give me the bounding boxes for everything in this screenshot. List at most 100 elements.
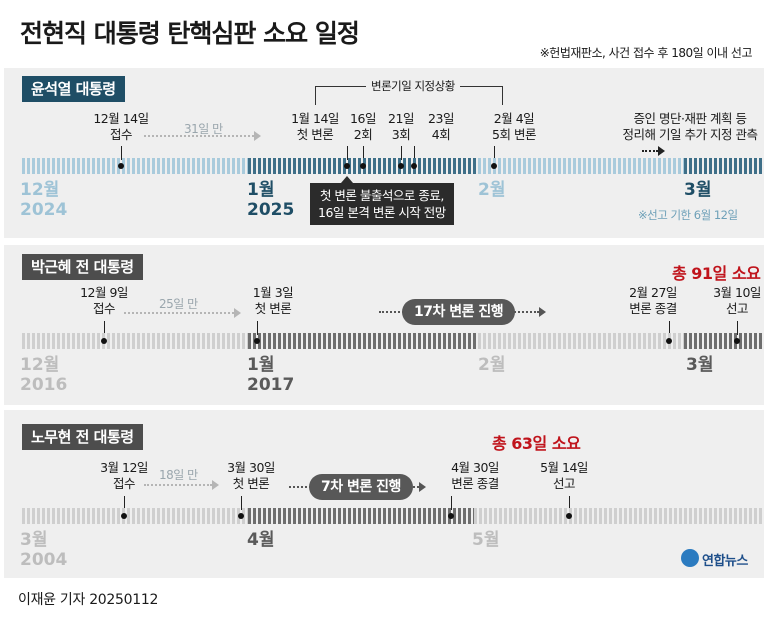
timeline-tick xyxy=(112,333,115,349)
timeline-tick xyxy=(744,158,747,174)
timeline-tick xyxy=(308,158,311,174)
timeline-tick xyxy=(202,508,205,524)
timeline-tick xyxy=(543,158,546,174)
gap-label: 31일 만 xyxy=(184,122,223,136)
timeline-tick xyxy=(87,333,90,349)
timeline-tick xyxy=(328,333,331,349)
page-title: 전현직 대통령 탄핵심판 소요 일정 xyxy=(20,19,360,48)
timeline-tick xyxy=(629,508,632,524)
timeline-tick xyxy=(368,158,371,174)
month-label: 1월 2025 xyxy=(247,180,295,220)
timeline-tick xyxy=(303,158,306,174)
timeline-tick xyxy=(147,333,150,349)
timeline-tick xyxy=(568,158,571,174)
timeline-tick xyxy=(177,508,180,524)
timeline-tick xyxy=(689,333,692,349)
timeline-tick xyxy=(232,158,235,174)
timeline-tick xyxy=(197,158,200,174)
timeline-tick xyxy=(653,158,656,174)
timeline-tick xyxy=(147,158,150,174)
timeline-tick xyxy=(132,158,135,174)
timeline-tick xyxy=(358,508,361,524)
timeline-tick xyxy=(388,158,391,174)
timeline-tick xyxy=(323,508,326,524)
timeline-tick xyxy=(423,158,426,174)
timeline-tick xyxy=(268,333,271,349)
timeline-tick xyxy=(398,508,401,524)
timeline-tick xyxy=(368,508,371,524)
timeline-tick xyxy=(177,158,180,174)
timeline-tick xyxy=(643,158,646,174)
timeline-tick xyxy=(313,158,316,174)
timeline-tick xyxy=(293,333,296,349)
timeline-tick xyxy=(137,508,140,524)
timeline-tick xyxy=(167,333,170,349)
timeline-tick xyxy=(508,158,511,174)
timeline-tick xyxy=(127,333,130,349)
timeline-tick xyxy=(588,158,591,174)
timeline-tick xyxy=(673,333,676,349)
timeline-tick xyxy=(403,508,406,524)
timeline-tick xyxy=(102,508,105,524)
timeline-tick xyxy=(338,158,341,174)
timeline-tick xyxy=(408,158,411,174)
stem xyxy=(669,321,670,335)
timeline-tick xyxy=(519,508,522,524)
timeline-tick xyxy=(278,508,281,524)
timeline-tick xyxy=(633,333,636,349)
timeline-tick xyxy=(92,158,95,174)
timeline-tick xyxy=(258,508,261,524)
timeline-tick xyxy=(603,158,606,174)
timeline-tick xyxy=(293,508,296,524)
section-label: 박근혜 전 대통령 xyxy=(22,254,143,280)
timeline-tick xyxy=(102,158,105,174)
timeline-tick xyxy=(539,508,542,524)
timeline-tick xyxy=(678,158,681,174)
timeline-tick xyxy=(433,158,436,174)
timeline-tick xyxy=(549,508,552,524)
timeline-tick xyxy=(458,508,461,524)
timeline-tick xyxy=(147,508,150,524)
hearing-bracket-label: 변론기일 지정상황 xyxy=(366,78,460,94)
timeline-tick xyxy=(554,508,557,524)
timeline-tick xyxy=(453,158,456,174)
timeline-tick xyxy=(283,508,286,524)
month-label: 4월 xyxy=(247,530,275,550)
event-ruling: 5월 14일 선고 xyxy=(540,460,588,491)
timeline-tick xyxy=(694,508,697,524)
timeline-tick xyxy=(37,508,40,524)
timeline-tick xyxy=(463,508,466,524)
timeline-tick xyxy=(729,508,732,524)
timeline-tick xyxy=(574,508,577,524)
timeline-tick xyxy=(62,158,65,174)
timeline-tick xyxy=(544,508,547,524)
event-dot xyxy=(666,338,672,344)
timeline-tick xyxy=(97,508,100,524)
timeline-tick xyxy=(318,508,321,524)
timeline-tick xyxy=(674,508,677,524)
timeline-tick xyxy=(197,508,200,524)
timeline-tick xyxy=(142,333,145,349)
timeline-tick xyxy=(122,333,125,349)
timeline-tick xyxy=(263,333,266,349)
timeline-tick xyxy=(739,508,742,524)
timeline-tick xyxy=(363,508,366,524)
timeline-tick xyxy=(498,158,501,174)
event-filed: 3월 12일 접수 xyxy=(100,460,148,491)
first-hearing-callout: 첫 변론 불출석으로 종료, 16일 본격 변론 시작 전망 xyxy=(310,183,454,225)
timeline-tick xyxy=(47,333,50,349)
timeline-tick xyxy=(187,333,190,349)
timeline-tick xyxy=(638,333,641,349)
section-label: 노무현 전 대통령 xyxy=(22,424,143,450)
timeline-tick xyxy=(373,333,376,349)
timeline-tick xyxy=(222,158,225,174)
timeline-tick xyxy=(47,508,50,524)
timeline-tick xyxy=(27,508,30,524)
timeline-tick xyxy=(207,158,210,174)
timeline-tick xyxy=(518,333,521,349)
timeline-tick xyxy=(428,333,431,349)
timeline-tick xyxy=(578,158,581,174)
timeline-tick xyxy=(393,508,396,524)
event-dot xyxy=(734,338,740,344)
timeline-tick xyxy=(423,508,426,524)
